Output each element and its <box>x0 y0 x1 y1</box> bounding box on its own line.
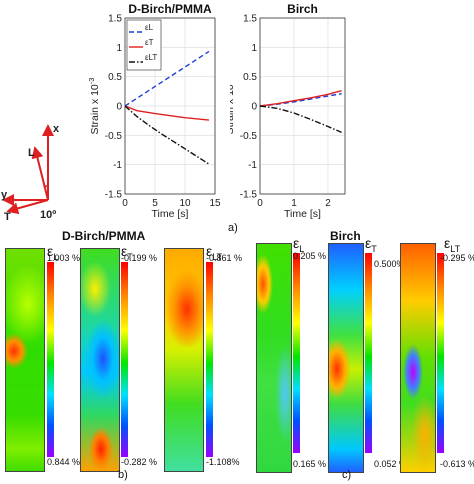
strain-map-c-et <box>328 243 364 473</box>
x-axis-label: x <box>53 123 60 135</box>
x-tick-label: 15 <box>209 198 221 209</box>
strain-map-b-el <box>5 248 45 472</box>
t-axis-label: T <box>4 211 11 223</box>
y-axis-label: y <box>1 189 8 201</box>
y-tick-label: 0 <box>251 102 257 113</box>
map-c-et-min: 0.052 % <box>374 459 408 469</box>
series-line-et <box>259 90 342 107</box>
series-line-et <box>124 105 210 121</box>
y-axis-label: Strain x 10-3 <box>230 78 236 135</box>
chart-d-birch-pmma: -1.5 -1 -0.5 0 0.5 1 1.5 0 5 10 15 D-Birch/PMMA Time… <box>87 2 221 220</box>
colorbar-b-et <box>121 262 128 457</box>
y-tick-label: 0 <box>116 102 122 113</box>
y-tick-label: 1.5 <box>108 14 122 25</box>
map-c-el-symbol: εL <box>293 235 305 254</box>
map-b-el-symbol: εL <box>47 243 59 262</box>
map-c-et-max: 0.500% <box>374 259 405 269</box>
colorbar-b-elt <box>206 262 213 457</box>
x-tick-label: 0 <box>257 198 263 209</box>
l-axis-arrow <box>31 146 49 201</box>
map-b-el-max: 1.003 % <box>47 253 81 263</box>
y-tick-label: -1.5 <box>105 190 123 201</box>
y-tick-label: -0.5 <box>240 131 258 142</box>
map-b-et-min: -0.282 % <box>121 457 158 467</box>
x-tick-label: 0 <box>122 198 128 209</box>
series-line-el <box>259 93 342 107</box>
x-tick-label: 5 <box>152 198 158 209</box>
strain-map-c-elt <box>400 243 436 473</box>
panel-c-title: Birch <box>330 229 361 243</box>
map-c-elt-max: -0.295 % <box>440 253 474 263</box>
x-axis-label: Time [s] <box>152 208 189 220</box>
y-tick-label: -1 <box>248 160 257 171</box>
y-tick-label: 1 <box>116 43 122 54</box>
map-c-el-max: 0.205 % <box>293 251 327 261</box>
x-tick-label: 10 <box>179 198 191 209</box>
strain-map-c-el <box>256 243 292 473</box>
panel-b-label: b) <box>118 469 128 481</box>
series-line-el <box>124 50 210 107</box>
y-tick-label: 0.5 <box>243 72 257 83</box>
x-axis-label: Time [s] <box>284 208 321 220</box>
map-c-elt-symbol: εLT <box>444 235 461 254</box>
t-axis-arrow <box>6 199 49 215</box>
y-axis-label-exponent: -3 <box>87 78 96 85</box>
map-b-el-min: 0.844 % <box>47 457 81 467</box>
legend-entry: εT <box>145 38 154 47</box>
map-b-elt-min: -1.108% <box>206 457 240 467</box>
axes-orientation-diagram: x L y T 10º <box>1 123 60 223</box>
chart-title: D-Birch/PMMA <box>128 2 212 16</box>
panel-c-label: c) <box>342 469 352 481</box>
y-tick-label: -0.5 <box>105 131 123 142</box>
series-line-elt <box>259 105 342 134</box>
legend-entry: εL <box>145 23 154 32</box>
legend-entry: εLT <box>145 53 157 62</box>
angle-arc <box>43 185 49 188</box>
colorbar-c-et <box>365 253 372 453</box>
series-line-elt <box>124 105 210 165</box>
y-axis-label-exponent: -3 <box>230 78 231 85</box>
strain-map-b-elt <box>164 248 204 472</box>
map-b-et-symbol: εT <box>121 243 133 262</box>
x-tick-label: 2 <box>325 198 331 209</box>
colorbar-b-el <box>47 262 54 457</box>
map-c-elt-min: -0.613 % <box>440 459 474 469</box>
strain-map-b-et <box>80 248 120 472</box>
x-tick-label: 1 <box>291 198 297 209</box>
l-axis-label: L <box>28 147 35 159</box>
panel-a-label: a) <box>228 222 238 234</box>
colorbar-c-elt <box>437 253 444 453</box>
y-axis-label: Strain x 10-3 <box>87 78 101 135</box>
panel-b-title: D-Birch/PMMA <box>62 229 146 243</box>
y-tick-label: 1.5 <box>243 14 257 25</box>
y-tick-label: 1 <box>251 43 257 54</box>
angle-label: 10º <box>40 209 56 221</box>
colorbar-c-el <box>293 253 300 453</box>
map-b-elt-symbol: εLT <box>206 243 223 262</box>
map-c-et-symbol: εT <box>365 235 377 254</box>
y-tick-label: 0.5 <box>108 72 122 83</box>
map-b-elt-max: -0.861 % <box>206 253 243 263</box>
chart-title: Birch <box>287 2 318 16</box>
map-c-el-min: 0.165 % <box>293 459 327 469</box>
y-axis-label-text: Strain x 10 <box>89 84 101 134</box>
chart-birch: -1.5 -1 -0.5 0 0.5 1 1.5 0 1 2 Birch Time [s] Strain… <box>230 2 346 220</box>
y-tick-label: -1 <box>113 160 122 171</box>
map-b-et-max: -0.199 % <box>121 253 158 263</box>
y-tick-label: -1.5 <box>240 190 258 201</box>
y-axis-label-text: Strain x 10 <box>230 84 236 134</box>
